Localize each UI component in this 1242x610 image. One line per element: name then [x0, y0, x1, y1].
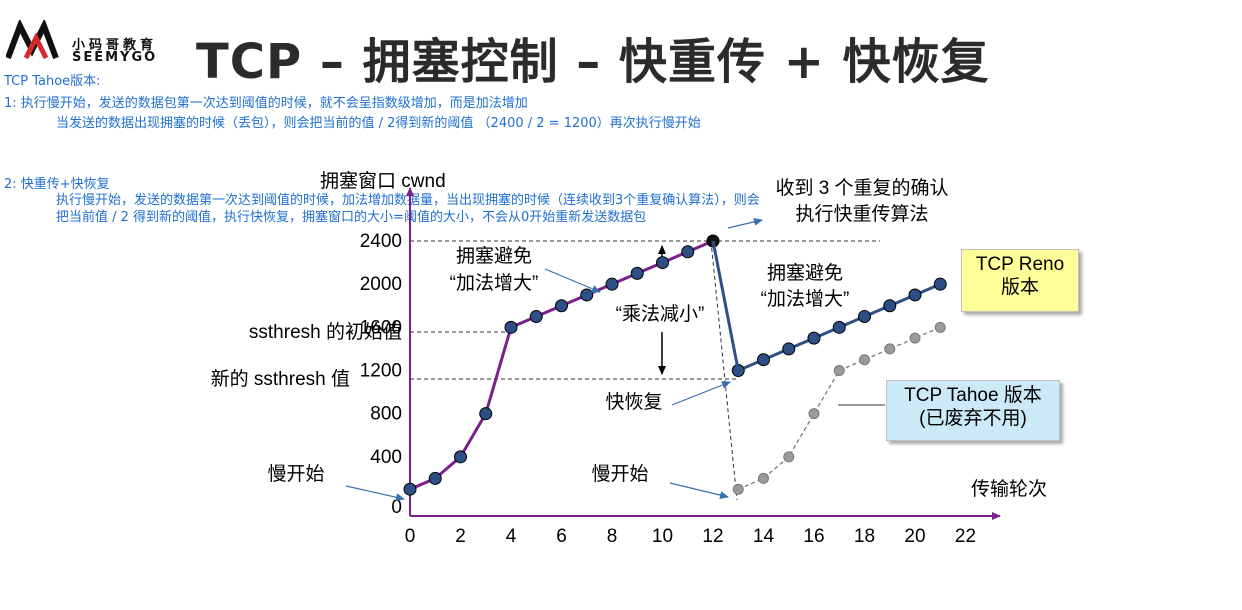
reno-point	[908, 288, 922, 302]
y-tick-label: 2000	[360, 274, 402, 295]
tahoe-heading: TCP Tahoe版本:	[4, 74, 101, 89]
tahoe-point	[859, 354, 870, 366]
ssthresh-new-label: 新的 ssthresh 值	[211, 368, 350, 390]
logo-icon	[6, 20, 59, 60]
ca2-label-line1: 拥塞避免	[767, 262, 843, 284]
x-tick-label: 18	[854, 526, 875, 547]
fast-retransmit-label: 执行快重传算法	[795, 203, 928, 225]
slow-start-point	[504, 320, 518, 334]
x-tick-label: 10	[652, 526, 673, 547]
x-tick-label: 6	[556, 526, 567, 547]
slow-start-point	[580, 288, 594, 302]
logo-name-cn: 小码哥教育	[72, 38, 158, 53]
tahoe-step1-cont: 当发送的数据出现拥塞的时候（丢包），则会把当前的值 / 2得到新的阈值 （240…	[56, 116, 701, 131]
ca1-label-line1: 拥塞避免	[456, 245, 532, 267]
slow-start-pointer-1	[345, 485, 405, 502]
y-tick-label: 1600	[360, 317, 402, 338]
slow-start-point	[403, 482, 417, 496]
slow-start-point	[555, 299, 568, 313]
y-tick-label: 400	[370, 447, 402, 468]
tahoe-callout-line1: TCP Tahoe 版本	[904, 385, 1042, 406]
dup-ack-pointer	[727, 217, 763, 229]
tahoe-point	[758, 472, 769, 484]
y-tick-label: 1200	[360, 361, 402, 382]
reno-point	[782, 342, 796, 356]
dup-ack-label: 收到 3 个重复的确认	[775, 177, 948, 199]
reno-callout: TCP Reno 版本	[961, 249, 1079, 312]
tahoe-drop-line	[710, 240, 738, 501]
slow-start-point	[656, 256, 669, 270]
tahoe-point	[934, 321, 946, 333]
x-tick-label: 14	[753, 526, 775, 547]
reno-point	[807, 331, 821, 345]
reno-point	[883, 299, 897, 313]
slow-start-point	[630, 266, 644, 280]
slow-start-point	[454, 450, 467, 464]
y-axis-label: 拥塞窗口 cwnd	[320, 170, 446, 192]
reno-description: 执行慢开始，发送的数据第一次达到阈值的时候，加法增加数据量，当出现拥塞的时候（连…	[56, 193, 760, 225]
multiplicative-decrease-label: “乘法减小”	[616, 303, 705, 325]
ssthresh-initial-label: ssthresh 的初始值	[249, 321, 402, 343]
x-tick-label: 20	[904, 526, 925, 547]
reno-point	[933, 277, 947, 291]
tahoe-point	[732, 483, 744, 495]
ca-pointer	[544, 268, 601, 293]
reno-heading: 2: 快重传+快恢复	[4, 177, 110, 192]
tahoe-step1: 1: 执行慢开始，发送的数据包第一次达到阈值的时候，就不会呈指数级增加，而是加法…	[4, 96, 528, 111]
tahoe-point	[783, 451, 795, 463]
tahoe-line	[737, 326, 941, 490]
slow-start-label-1: 慢开始	[267, 463, 324, 485]
ca2-label-line2: “加法增大”	[761, 288, 850, 310]
fast-recovery-pointer	[671, 381, 731, 406]
ca1-label-line2: “加法增大”	[450, 272, 539, 294]
tahoe-point	[808, 408, 820, 420]
tahoe-point	[833, 365, 845, 376]
x-tick-label: 4	[506, 526, 517, 547]
fast-recovery-drop-line	[711, 240, 740, 371]
tahoe-point	[909, 332, 921, 344]
tahoe-callout-line2: (已废弃不用)	[919, 408, 1027, 429]
x-axis-label: 传输轮次	[971, 478, 1047, 500]
y-tick-label: 2400	[360, 231, 402, 252]
slow-start-point	[605, 277, 619, 291]
reno-callout-line2: 版本	[1000, 277, 1039, 298]
x-tick-label: 16	[803, 526, 824, 547]
reno-callout-line1: TCP Reno	[975, 254, 1065, 275]
reno-point	[757, 353, 770, 367]
slow-start-point	[428, 471, 442, 485]
slow-start-point	[681, 245, 695, 259]
slow-start-point	[529, 310, 543, 324]
x-tick-label: 8	[607, 526, 618, 547]
tahoe-point	[884, 343, 896, 355]
x-tick-label: 12	[702, 526, 723, 547]
reno-point	[832, 320, 846, 334]
slow-start-pointer-2	[669, 482, 729, 500]
reno-point	[858, 310, 871, 324]
page-title: TCP – 拥塞控制 – 快重传 + 快恢复	[196, 34, 990, 90]
tahoe-callout: TCP Tahoe 版本 (已废弃不用)	[886, 380, 1060, 441]
y-tick-label: 0	[391, 497, 402, 518]
x-tick-label: 2	[455, 526, 466, 547]
slow-start-label-2: 慢开始	[591, 463, 648, 485]
x-tick-label: 22	[955, 526, 976, 547]
logo-name-en: SEEMYGO	[72, 50, 158, 65]
slow-start-point	[479, 407, 493, 421]
y-tick-label: 800	[370, 404, 402, 425]
fast-recovery-label: 快恢复	[605, 391, 662, 413]
x-tick-label: 0	[405, 526, 416, 547]
